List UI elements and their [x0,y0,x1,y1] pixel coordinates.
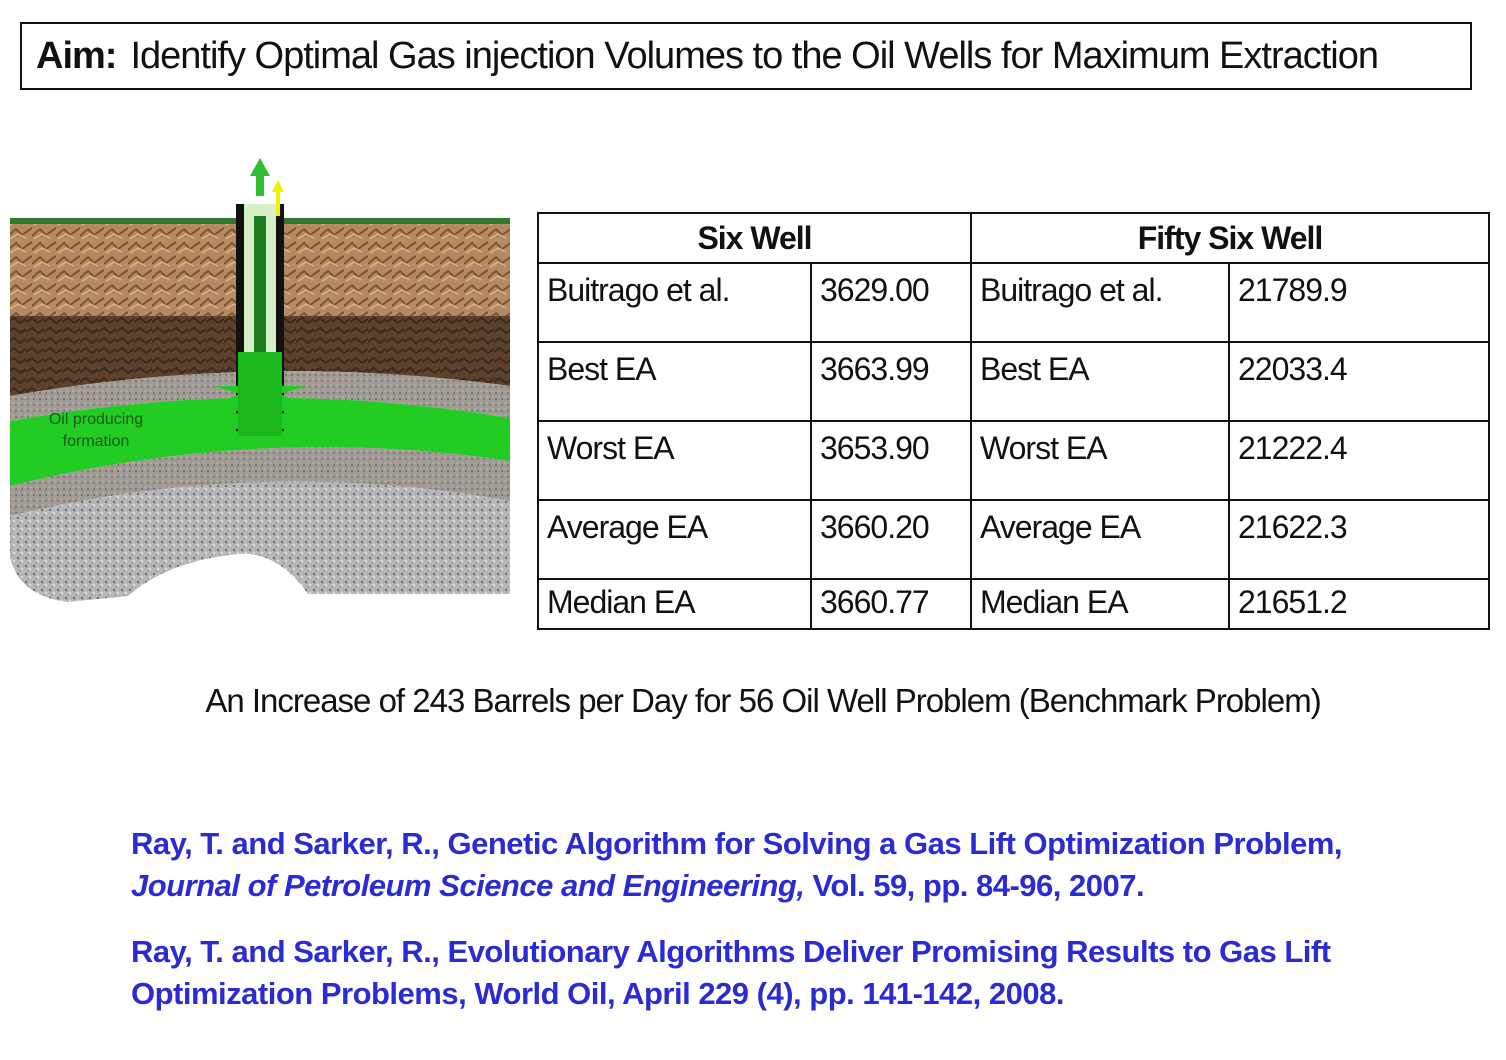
six-well-value: 3663.99 [810,341,972,422]
fifty-six-well-value: 21222.4 [1228,420,1490,501]
six-well-value: 3653.90 [810,420,972,501]
table-row: Average EA 3660.20 Average EA 21622.3 [537,499,1490,580]
formation-label-line1: Oil producing [49,411,143,428]
table-row: Best EA 3663.99 Best EA 22033.4 [537,341,1490,422]
bedrock-layer [10,481,510,602]
fifty-six-well-value: 22033.4 [1228,341,1490,422]
six-well-value: 3660.77 [810,578,972,630]
formation-label-line2: formation [63,433,130,450]
lower-gray-layer [10,447,510,516]
fifty-six-well-label: Median EA [970,578,1230,630]
fifty-six-well-value: 21622.3 [1228,499,1490,580]
aim-box: Aim: Identify Optimal Gas injection Volu… [20,22,1472,90]
six-well-label: Buitrago et al. [537,262,812,343]
six-well-label: Best EA [537,341,812,422]
flow-arrow-icon [250,158,270,196]
six-well-value: 3660.20 [810,499,972,580]
aim-label: Aim: [36,34,117,77]
oil-well-illustration: Oil producing formation [10,158,510,602]
reference-1-journal: Journal of Petroleum Science and Enginee… [131,868,805,903]
fifty-six-well-value: 21789.9 [1228,262,1490,343]
fifty-six-well-value: 21651.2 [1228,578,1490,630]
oil-formation-layer [10,397,510,486]
fifty-six-well-label: Worst EA [970,420,1230,501]
reference-1-details: Vol. 59, pp. 84-96, 2007. [804,868,1145,903]
table-row: Worst EA 3653.90 Worst EA 21222.4 [537,420,1490,501]
reference-1-authors-title: Ray, T. and Sarker, R., Genetic Algorith… [131,826,1343,861]
header-fifty-six-well: Fifty Six Well [970,212,1490,264]
fifty-six-well-label: Average EA [970,499,1230,580]
table-header-row: Six Well Fifty Six Well [537,212,1490,264]
fifty-six-well-label: Buitrago et al. [970,262,1230,343]
six-well-value: 3629.00 [810,262,972,343]
table-row: Median EA 3660.77 Median EA 21651.2 [537,578,1490,630]
reference-2: Ray, T. and Sarker, R., Evolutionary Alg… [131,934,1331,1011]
reference-1: Ray, T. and Sarker, R., Genetic Algorith… [131,823,1491,907]
header-six-well: Six Well [537,212,972,264]
six-well-label: Average EA [537,499,812,580]
table-row: Buitrago et al. 3629.00 Buitrago et al. … [537,262,1490,343]
increase-note: An Increase of 243 Barrels per Day for 5… [205,682,1321,719]
results-table: Six Well Fifty Six Well Buitrago et al. … [537,212,1490,630]
fifty-six-well-label: Best EA [970,341,1230,422]
aim-text: Identify Optimal Gas injection Volumes t… [130,34,1379,77]
six-well-label: Worst EA [537,420,812,501]
six-well-label: Median EA [537,578,812,630]
